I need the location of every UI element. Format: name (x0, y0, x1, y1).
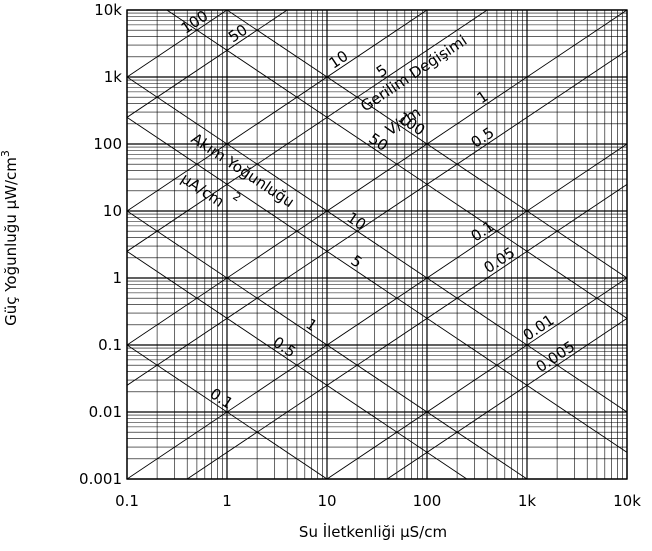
x-tick-label: 0.1 (115, 492, 139, 510)
voltage-line (186, 183, 628, 480)
x-tick-labels: 0.1 1 10 100 1k 10k (115, 492, 641, 510)
voltage-line-label: 0.01 (520, 311, 558, 345)
y-axis-title-text: Güç Yoğunluğu µW/cm (2, 157, 20, 326)
x-axis-title: Su İletkenliği µS/cm (299, 522, 447, 541)
x-tick-label: 10 (317, 492, 336, 510)
current-family-unit-superscript: 2 (230, 190, 243, 205)
voltage-lines (126, 9, 628, 480)
y-axis-title-superscript: 3 (0, 150, 12, 157)
voltage-line (126, 9, 288, 118)
y-tick-label: 0.1 (98, 336, 122, 354)
voltage-line-label: 5 (373, 61, 391, 81)
voltage-line-label: 0.5 (468, 123, 498, 151)
y-tick-label: 1k (104, 68, 123, 86)
current-density-lines (126, 9, 628, 480)
current-density-line (166, 9, 628, 319)
voltage-family-title: Gerilim Değişimi (357, 31, 470, 115)
y-tick-label: 10k (94, 1, 122, 19)
voltage-line-label: 50 (225, 21, 251, 47)
x-tick-label: 10k (613, 492, 641, 510)
voltage-line (386, 317, 628, 480)
y-tick-label: 100 (93, 135, 122, 153)
y-tick-label: 10 (103, 202, 122, 220)
voltage-line (126, 49, 628, 386)
y-tick-label: 1 (112, 269, 122, 287)
voltage-line (126, 9, 628, 346)
voltage-line-label: 0.05 (481, 243, 519, 277)
voltage-line-label: 10 (326, 47, 352, 73)
current-density-line-label: 5 (347, 251, 365, 271)
current-density-line (126, 250, 468, 480)
voltage-line (126, 9, 488, 252)
voltage-line-label: 0.005 (533, 337, 579, 376)
voltage-line (126, 9, 228, 78)
x-tick-label: 1k (518, 492, 537, 510)
voltage-line (326, 277, 628, 480)
y-tick-label: 0.01 (89, 403, 122, 421)
y-axis-title-group: Güç Yoğunluğu µW/cm3 (0, 150, 20, 326)
y-tick-label: 0.001 (79, 470, 122, 488)
x-tick-label: 1 (222, 492, 232, 510)
voltage-line (126, 9, 428, 212)
voltage-line (126, 143, 628, 480)
x-tick-label: 100 (413, 492, 442, 510)
current-density-line-label: 10 (344, 208, 370, 234)
y-axis-title: Güç Yoğunluğu µW/cm3 (0, 150, 20, 326)
plot-frame (126, 9, 628, 480)
current-density-line (126, 210, 528, 480)
minor-grid (127, 10, 627, 479)
voltage-line-label: 100 (178, 7, 212, 38)
current-density-line (126, 116, 628, 453)
y-tick-labels: 0.001 0.01 0.1 1 10 100 1k 10k (79, 1, 122, 488)
current-density-line (226, 9, 628, 279)
current-density-line-label: 0.5 (269, 333, 299, 361)
current-density-line (126, 344, 328, 480)
current-family-unit: µA/cm (178, 169, 228, 211)
current-density-line (126, 76, 628, 413)
